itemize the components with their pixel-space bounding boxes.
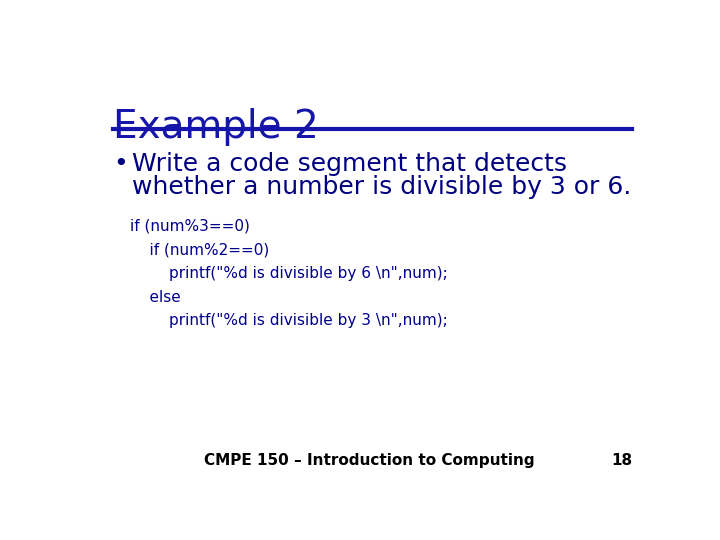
Text: whether a number is divisible by 3 or 6.: whether a number is divisible by 3 or 6. xyxy=(132,175,631,199)
Text: printf("%d is divisible by 6 \n",num);: printf("%d is divisible by 6 \n",num); xyxy=(130,266,448,281)
Text: •: • xyxy=(114,152,128,176)
Text: Example 2: Example 2 xyxy=(114,109,319,146)
Text: CMPE 150 – Introduction to Computing: CMPE 150 – Introduction to Computing xyxy=(204,453,534,468)
Text: 18: 18 xyxy=(611,453,632,468)
Text: if (num%2==0): if (num%2==0) xyxy=(130,242,269,258)
Text: printf("%d is divisible by 3 \n",num);: printf("%d is divisible by 3 \n",num); xyxy=(130,313,448,328)
Text: Write a code segment that detects: Write a code segment that detects xyxy=(132,152,567,176)
Text: else: else xyxy=(130,290,181,305)
Text: if (num%3==0): if (num%3==0) xyxy=(130,219,250,234)
